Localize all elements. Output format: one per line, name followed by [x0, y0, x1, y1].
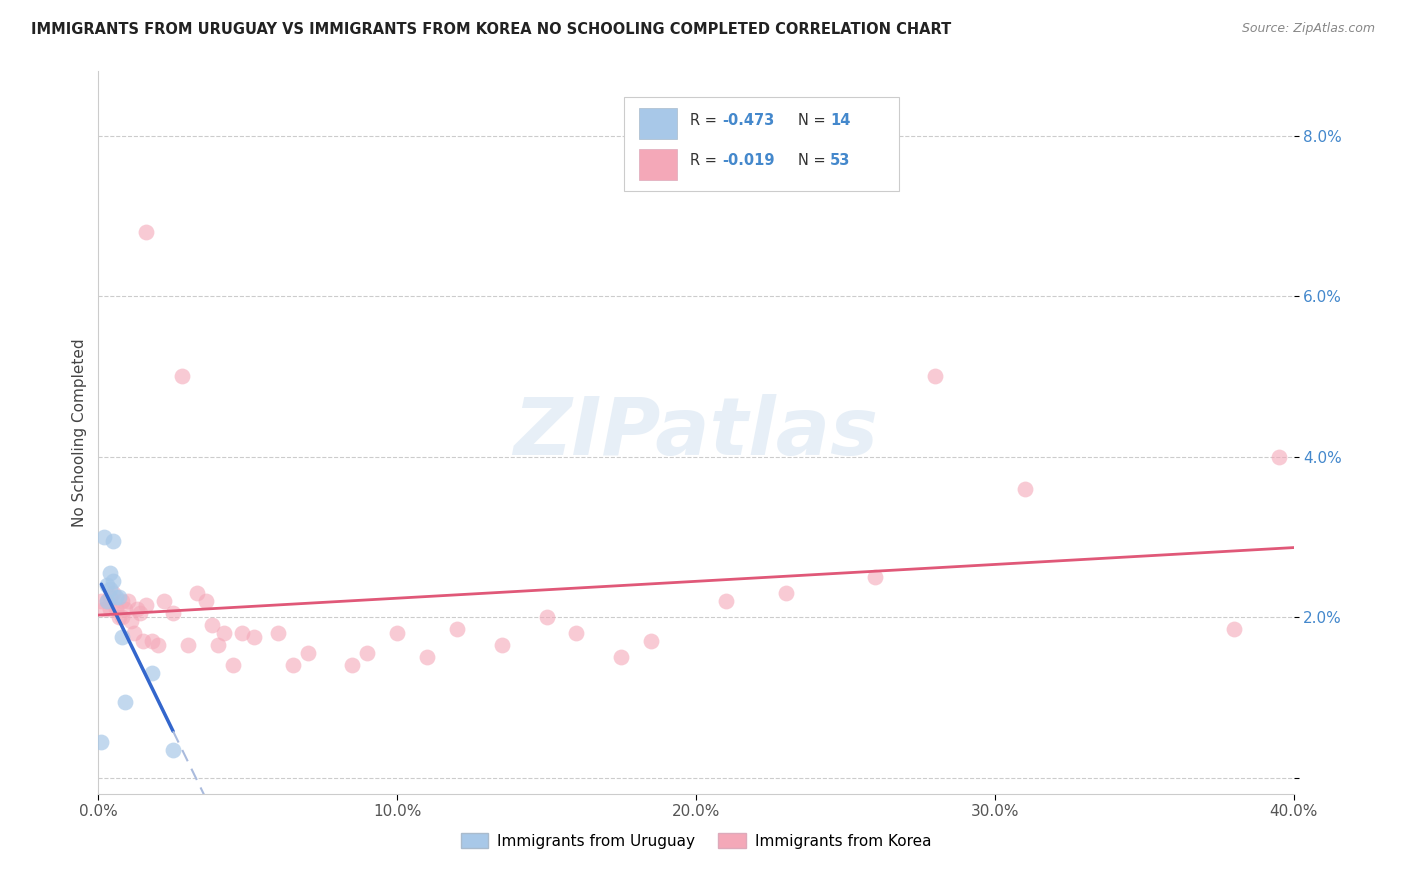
- Point: [162, 742, 184, 756]
- Point: [1014, 482, 1036, 496]
- Point: [297, 646, 319, 660]
- Point: [135, 599, 157, 613]
- Point: [105, 602, 128, 616]
- Point: [141, 634, 163, 648]
- Point: [610, 650, 633, 665]
- Point: [108, 610, 131, 624]
- Point: [231, 626, 253, 640]
- Point: [111, 610, 134, 624]
- Point: [90, 594, 112, 608]
- Point: [141, 666, 163, 681]
- Point: [127, 602, 149, 616]
- Y-axis label: No Schooling Completed: No Schooling Completed: [72, 338, 87, 527]
- Text: N =: N =: [797, 112, 830, 128]
- Point: [201, 618, 224, 632]
- Text: N =: N =: [797, 153, 830, 168]
- Legend: Immigrants from Uruguay, Immigrants from Korea: Immigrants from Uruguay, Immigrants from…: [454, 827, 938, 855]
- Point: [924, 369, 946, 384]
- Point: [117, 594, 139, 608]
- Point: [105, 591, 128, 605]
- Point: [153, 594, 176, 608]
- Point: [103, 586, 125, 600]
- Point: [98, 602, 122, 616]
- Point: [111, 594, 134, 608]
- Text: Source: ZipAtlas.com: Source: ZipAtlas.com: [1241, 22, 1375, 36]
- Point: [148, 639, 170, 653]
- Text: 14: 14: [830, 112, 851, 128]
- Point: [281, 658, 304, 673]
- Point: [135, 225, 157, 239]
- FancyBboxPatch shape: [624, 96, 900, 191]
- Point: [446, 623, 468, 637]
- Point: [129, 607, 152, 621]
- Point: [172, 369, 194, 384]
- Point: [207, 639, 229, 653]
- Point: [114, 694, 136, 708]
- FancyBboxPatch shape: [638, 149, 676, 180]
- Point: [342, 658, 364, 673]
- Text: IMMIGRANTS FROM URUGUAY VS IMMIGRANTS FROM KOREA NO SCHOOLING COMPLETED CORRELAT: IMMIGRANTS FROM URUGUAY VS IMMIGRANTS FR…: [31, 22, 952, 37]
- Point: [267, 626, 290, 640]
- Point: [114, 602, 136, 616]
- Point: [177, 639, 200, 653]
- Point: [640, 634, 662, 648]
- Point: [1223, 623, 1246, 637]
- Point: [385, 626, 409, 640]
- Point: [103, 574, 125, 589]
- Point: [356, 646, 378, 660]
- Point: [195, 594, 218, 608]
- Point: [416, 650, 439, 665]
- Point: [186, 586, 208, 600]
- Point: [111, 630, 134, 644]
- Point: [98, 582, 122, 597]
- Point: [120, 614, 142, 628]
- Point: [132, 634, 155, 648]
- Text: ZIPatlas: ZIPatlas: [513, 393, 879, 472]
- Text: -0.019: -0.019: [723, 153, 775, 168]
- FancyBboxPatch shape: [638, 108, 676, 138]
- Point: [98, 566, 122, 581]
- Point: [108, 591, 131, 605]
- Point: [536, 610, 558, 624]
- Point: [222, 658, 245, 673]
- Text: -0.473: -0.473: [723, 112, 775, 128]
- Point: [714, 594, 737, 608]
- Point: [243, 630, 266, 644]
- Point: [124, 626, 146, 640]
- Text: R =: R =: [690, 153, 721, 168]
- Point: [491, 639, 513, 653]
- Point: [865, 570, 887, 584]
- Point: [96, 594, 118, 608]
- Point: [93, 530, 115, 544]
- Text: 53: 53: [830, 153, 851, 168]
- Point: [162, 607, 184, 621]
- Point: [565, 626, 588, 640]
- Point: [98, 591, 122, 605]
- Text: R =: R =: [690, 112, 721, 128]
- Point: [212, 626, 235, 640]
- Point: [1267, 450, 1289, 464]
- Point: [103, 533, 125, 548]
- Point: [93, 602, 115, 616]
- Point: [96, 594, 118, 608]
- Point: [96, 578, 118, 592]
- Point: [90, 735, 112, 749]
- Point: [775, 586, 797, 600]
